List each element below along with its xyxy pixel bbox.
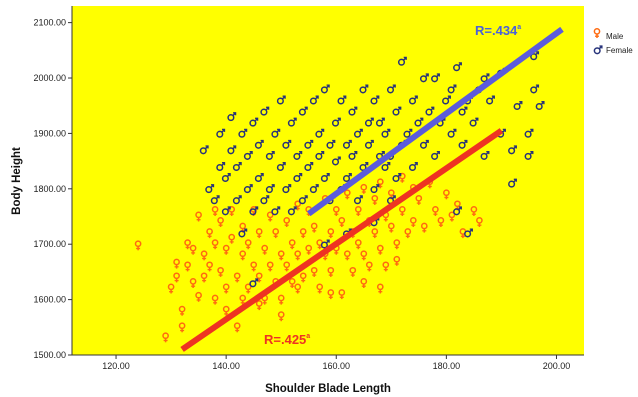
- female-r-annotation: R=.434a: [475, 23, 521, 38]
- female-r-value: R=.434: [475, 23, 518, 38]
- plot-area: [72, 6, 584, 355]
- x-tick-label: 180.00: [433, 361, 461, 371]
- legend-label-male: Male: [606, 32, 624, 41]
- female-symbol-icon: [593, 28, 601, 39]
- x-tick-label: 120.00: [102, 361, 130, 371]
- y-tick-label: 1900.00: [33, 128, 66, 138]
- x-tick-label: 140.00: [212, 361, 240, 371]
- male-r-superscript: a: [306, 333, 310, 340]
- female-r-superscript: a: [517, 24, 521, 31]
- y-axis-title: Body Height: [11, 147, 23, 215]
- y-tick-label: 1600.00: [33, 295, 66, 305]
- x-axis-title: Shoulder Blade Length: [265, 383, 391, 395]
- legend-item-male: Male: [593, 28, 624, 41]
- male-symbol-icon: [593, 45, 603, 55]
- x-tick-label: 160.00: [322, 361, 350, 371]
- male-r-annotation: R=.425a: [264, 332, 310, 347]
- y-tick-label: 1700.00: [33, 239, 66, 249]
- fit-line-female: [306, 26, 564, 217]
- y-tick-label: 1800.00: [33, 184, 66, 194]
- y-tick-label: 2000.00: [33, 73, 66, 83]
- male-r-value: R=.425: [264, 332, 306, 347]
- x-tick-label: 200.00: [543, 361, 571, 371]
- y-tick-label: 2100.00: [33, 18, 66, 28]
- legend: Male Female: [593, 28, 633, 55]
- fit-line-male: [180, 128, 504, 352]
- legend-item-female: Female: [593, 45, 633, 55]
- legend-label-female: Female: [606, 46, 633, 55]
- y-tick-label: 1500.00: [33, 350, 66, 360]
